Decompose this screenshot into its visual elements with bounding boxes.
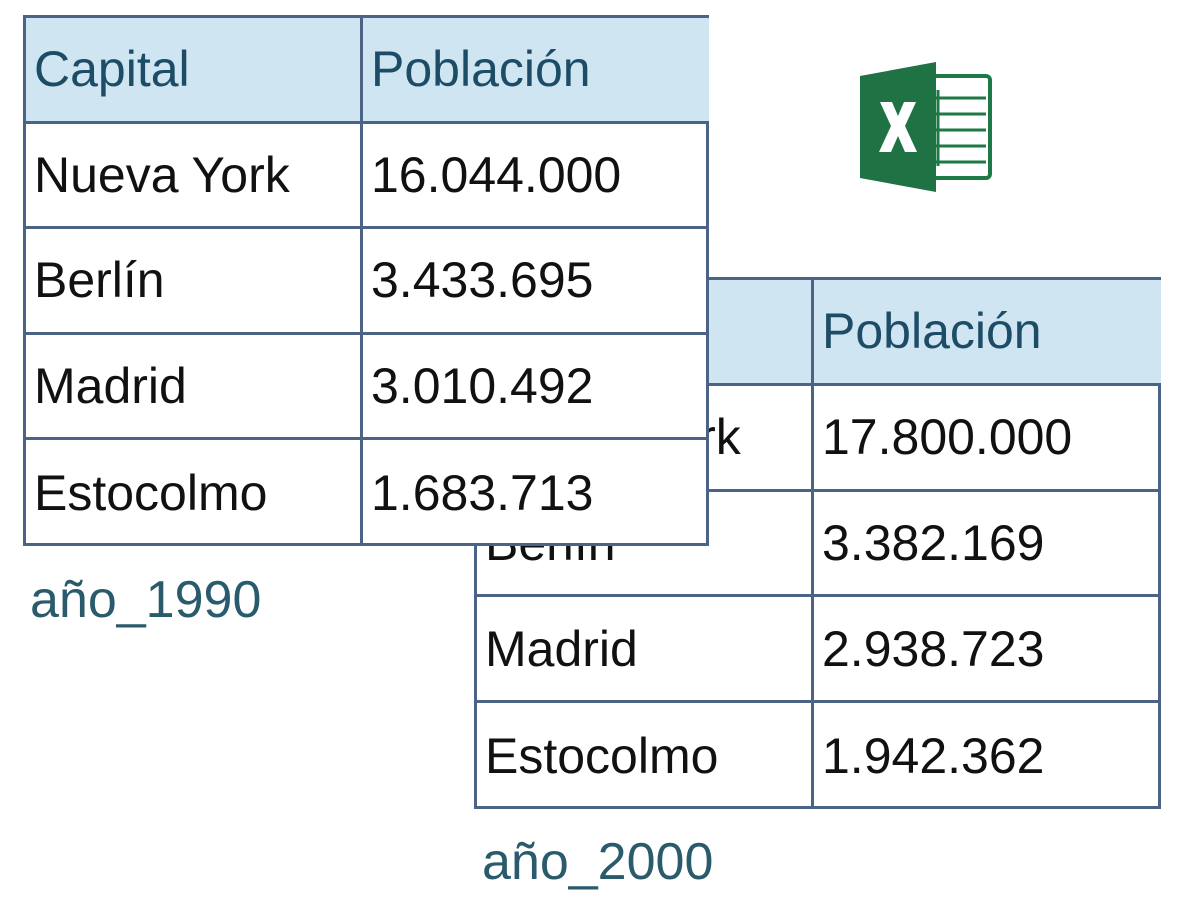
- table-cell: 17.800.000: [814, 386, 1161, 492]
- header-cell: Capital: [26, 18, 363, 124]
- table-cell: Berlín: [26, 229, 363, 335]
- excel-icon: [860, 62, 992, 192]
- table-cell: Nueva York: [26, 123, 363, 230]
- table-cell: 3.382.169: [814, 492, 1161, 598]
- table-cell: 16.044.000: [363, 124, 709, 230]
- header-cell: Población: [363, 18, 709, 124]
- table-cell: Estocolmo: [26, 440, 363, 546]
- table-cell: Madrid: [477, 597, 814, 704]
- table-cell: 1.683.713: [371, 465, 594, 522]
- table-cell: 2.938.723: [814, 597, 1161, 704]
- table-cell: 3.010.492: [363, 335, 709, 441]
- table-cell: Madrid: [26, 334, 363, 441]
- table-caption: año_1990: [30, 571, 262, 629]
- table-caption: año_2000: [482, 833, 714, 891]
- table-cell: Estocolmo: [477, 703, 814, 809]
- table-cell: 3.433.695: [363, 229, 709, 335]
- header-cell: Población: [814, 280, 1161, 386]
- table-cell: 1.942.362: [822, 728, 1045, 785]
- table: Capital Población Nueva York 16.044.000 Berl…: [23, 15, 709, 546]
